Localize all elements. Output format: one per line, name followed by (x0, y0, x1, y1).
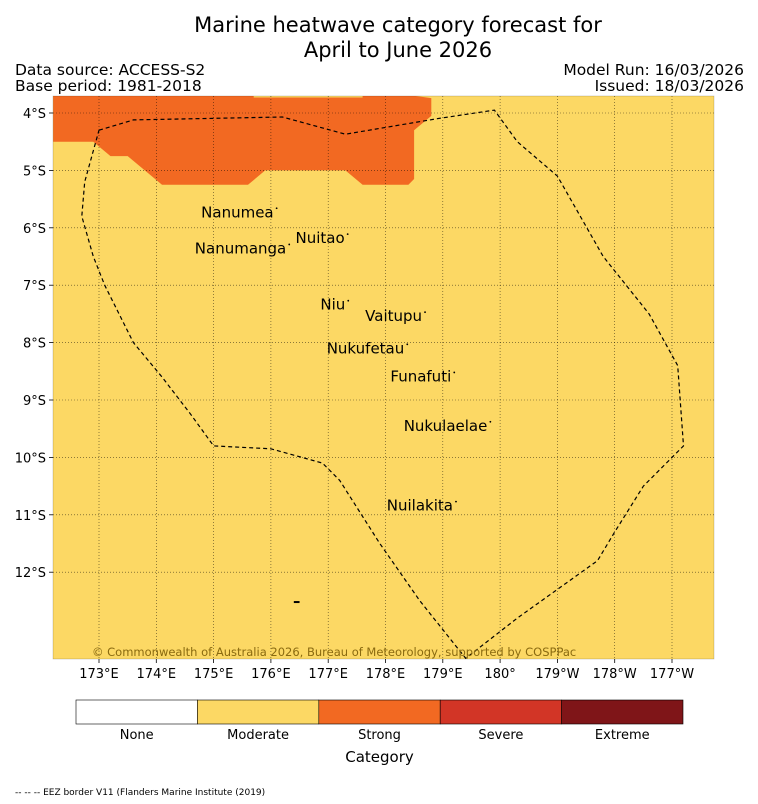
copyright-text: © Commonwealth of Australia 2026, Bureau… (92, 645, 576, 659)
island-label: Niu (320, 296, 345, 314)
colorbar-label: Strong (358, 728, 401, 743)
island-label: Nuilakita (387, 497, 453, 515)
colorbar-label: Moderate (227, 728, 289, 743)
lon-tick-label: 177°W (650, 667, 694, 682)
colorbar-swatch (439, 699, 562, 725)
moderate-region (53, 96, 714, 659)
colorbar-axis-label: Category (345, 748, 414, 766)
lon-tick-label: 179°W (535, 667, 579, 682)
island-marker (288, 243, 291, 246)
island-marker (455, 500, 457, 503)
eez-footnote: -- -- -- EEZ border V11 (Flanders Marine… (15, 788, 266, 798)
lat-tick-label: 10°S (15, 451, 46, 466)
lat-tick-label: 7°S (23, 279, 46, 294)
lon-tick-label: 178°W (593, 667, 637, 682)
colorbar-swatch (75, 699, 198, 725)
colorbar-swatch (561, 699, 684, 725)
title-line-2: April to June 2026 (303, 38, 493, 62)
lat-tick-label: 11°S (15, 509, 46, 524)
island-marker (275, 207, 278, 210)
lon-tick-label: 177°E (308, 667, 348, 682)
lon-tick-label: 174°E (137, 667, 177, 682)
data-info: Data source: ACCESS-S2 Base period: 1981… (15, 62, 205, 94)
island-label: Nuitao (296, 229, 345, 247)
colorbar-swatch (197, 699, 320, 725)
map-frame (52, 95, 715, 660)
colorbar-label: Severe (478, 728, 523, 743)
lat-tick-label: 8°S (23, 337, 46, 352)
lon-tick-label: 179°E (423, 667, 463, 682)
colorbar-label: Extreme (595, 728, 650, 743)
map-layers: Nanumea Nanumanga Nuitao Niu Vaitupu Nukufeta… (53, 96, 714, 659)
data-source: Data source: ACCESS-S2 (15, 61, 206, 79)
island-marker (406, 343, 409, 346)
lon-tick-label: 176°E (251, 667, 291, 682)
colorbar-label: None (120, 728, 154, 743)
island-marker (347, 299, 350, 302)
lat-tick-label: 4°S (23, 107, 46, 122)
base-period: Base period: 1981-2018 (15, 77, 202, 95)
lat-tick-label: 9°S (23, 394, 46, 409)
island-label: Nanumea (201, 203, 273, 221)
lon-tick-label: 175°E (194, 667, 234, 682)
title-line-1: Marine heatwave category forecast for (194, 13, 602, 37)
lat-tick-label: 12°S (15, 566, 46, 581)
issued-date: Issued: 18/03/2026 (594, 77, 744, 95)
lon-tick-label: 180° (484, 667, 515, 682)
island-marker (489, 420, 492, 423)
lat-tick-label: 6°S (23, 222, 46, 237)
island-marker (346, 233, 349, 236)
run-info: Model Run: 16/03/2026 Issued: 18/03/2026 (563, 62, 744, 94)
chart-title: Marine heatwave category forecast for Ap… (0, 13, 758, 63)
lat-tick-label: 5°S (23, 164, 46, 179)
island-label: Nanumanga (195, 239, 286, 257)
island-label: Nukufetau (327, 339, 405, 357)
colorbar-swatch (318, 699, 441, 725)
island-marker (453, 371, 456, 374)
lon-tick-label: 173°E (79, 667, 119, 682)
island-label: Funafuti (390, 367, 451, 385)
model-run: Model Run: 16/03/2026 (563, 61, 744, 79)
island-label: Nukulaelae (404, 417, 488, 435)
strong-region (53, 96, 432, 185)
eez-border (81, 109, 685, 659)
island-marker (424, 311, 426, 314)
island-label: Vaitupu (365, 307, 422, 325)
lon-tick-label: 178°E (366, 667, 406, 682)
